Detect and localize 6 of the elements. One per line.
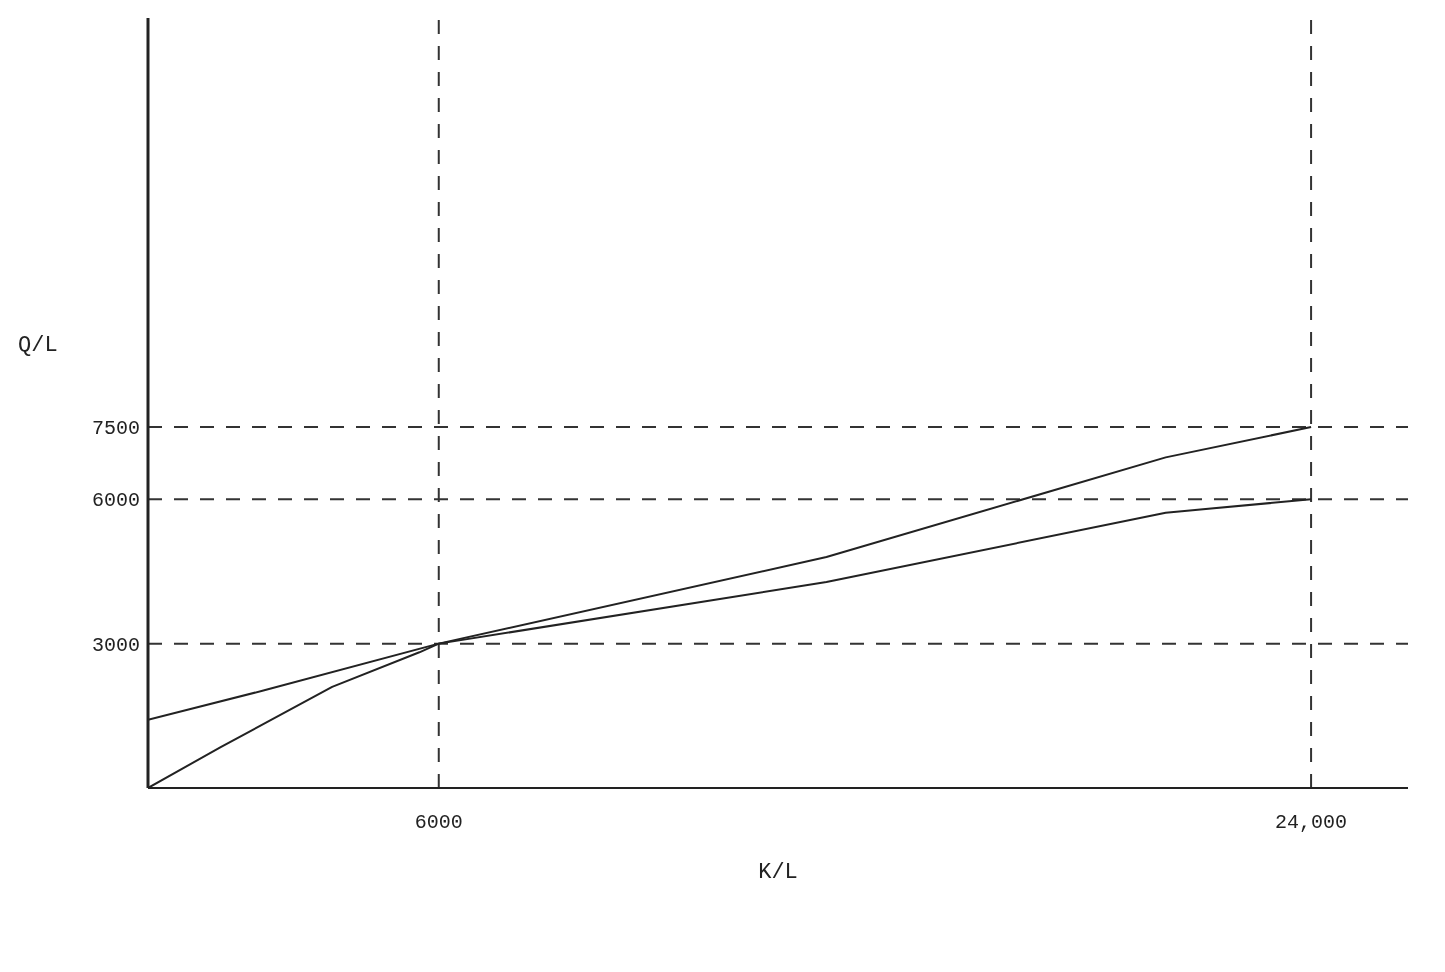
y-tick-label: 7500	[91, 417, 140, 441]
y-tick-label: 3000	[91, 633, 140, 657]
x-axis-title: K/L	[758, 860, 798, 885]
y-tick-label: 6000	[91, 489, 140, 513]
x-tick-label: 24,000	[1275, 811, 1348, 835]
y-axis-title: Q/L	[18, 332, 58, 358]
